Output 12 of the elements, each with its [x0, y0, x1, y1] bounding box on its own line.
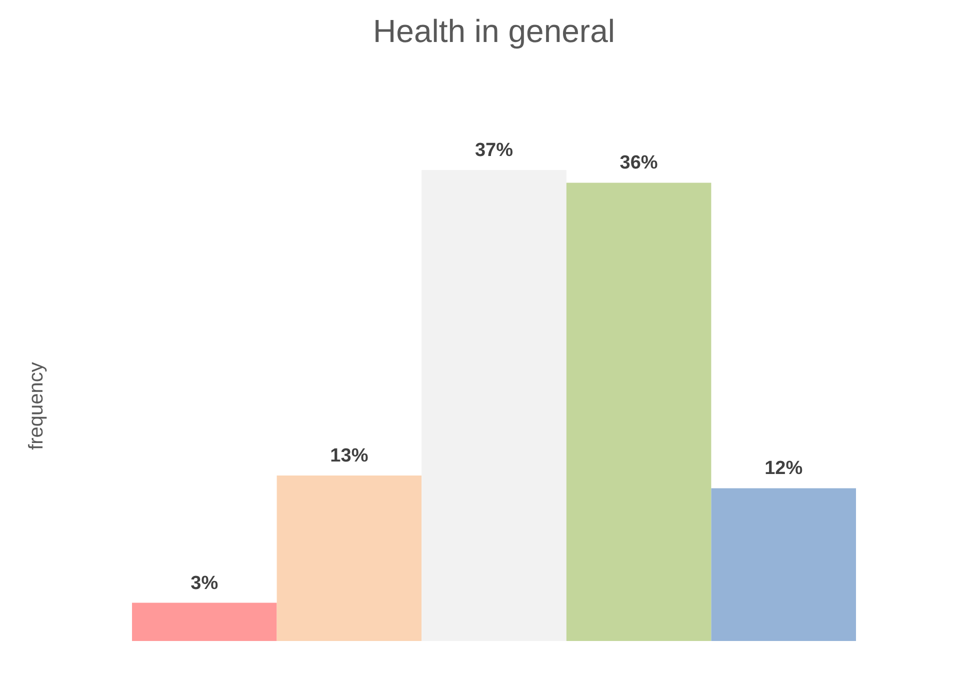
data-label: 13%: [330, 446, 368, 467]
data-label: 36%: [620, 152, 658, 174]
chart-title: Health in general: [373, 13, 615, 49]
data-label: 37%: [474, 140, 514, 161]
y-axis-title: frequency: [26, 362, 48, 450]
bar: [276, 476, 422, 641]
bar: [566, 182, 712, 641]
bar: [422, 170, 566, 641]
data-label: 3%: [190, 572, 218, 594]
data-label: 12%: [764, 458, 803, 480]
bar: [132, 602, 277, 641]
bar: [711, 488, 856, 641]
